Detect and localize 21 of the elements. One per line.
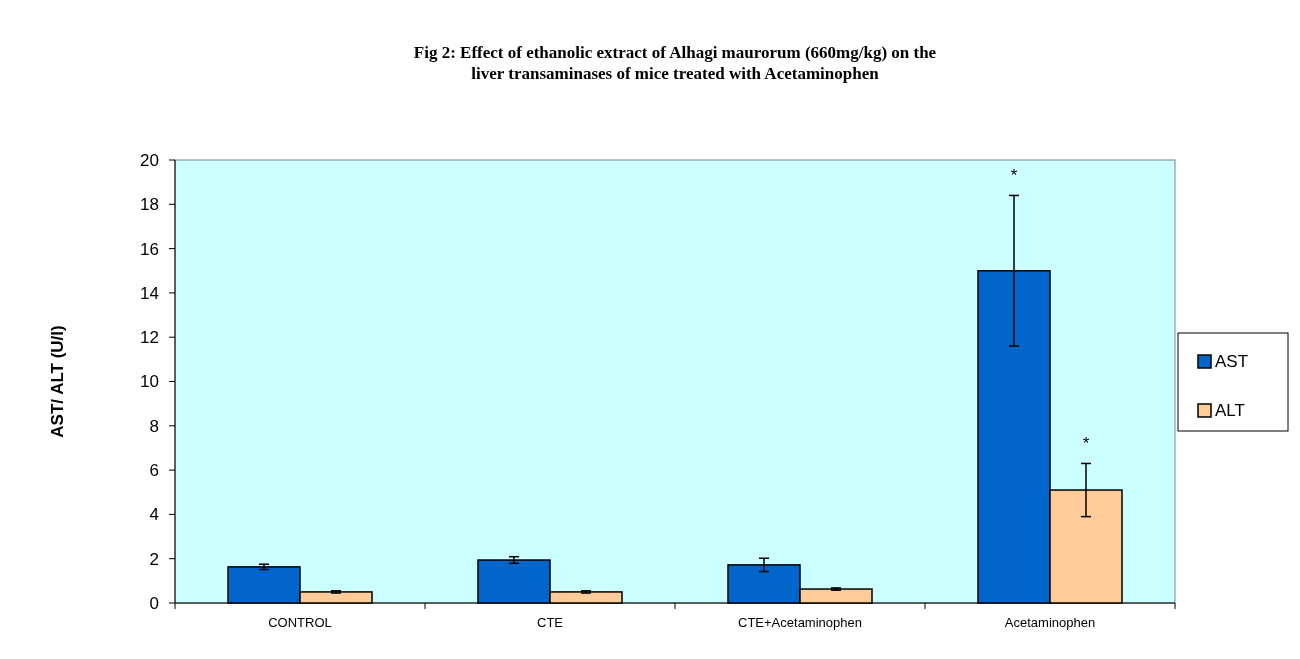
- legend-label: ALT: [1215, 400, 1245, 420]
- legend-label: AST: [1215, 351, 1249, 371]
- y-tick-label: 2: [149, 549, 159, 569]
- y-tick-label: 16: [140, 239, 159, 259]
- x-tick-label: CTE+Acetaminophen: [738, 615, 862, 630]
- y-tick-label: 14: [140, 283, 159, 303]
- x-tick-label: CTE: [537, 615, 564, 630]
- y-tick-label: 18: [140, 195, 159, 215]
- y-tick-label: 0: [149, 593, 159, 613]
- y-tick-label: 8: [149, 416, 159, 436]
- annotation: *: [1010, 166, 1018, 186]
- y-axis-title: AST/ ALT (U/l): [48, 325, 67, 438]
- x-tick-label: Acetaminophen: [1004, 615, 1096, 630]
- y-tick-label: 10: [140, 372, 159, 392]
- chart-title: Fig 2: Effect of ethanolic extract of Alhagi maurorum (660mg/kg) on the liver transaminases of mice treated with Acetaminophen: [413, 43, 937, 83]
- x-tick-label: CONTROL: [268, 615, 332, 630]
- y-tick-label: 20: [140, 150, 159, 170]
- annotation: *: [1082, 434, 1090, 454]
- y-tick-label: 6: [149, 461, 159, 481]
- y-tick-label: 12: [140, 328, 159, 348]
- y-tick-label: 4: [149, 505, 159, 525]
